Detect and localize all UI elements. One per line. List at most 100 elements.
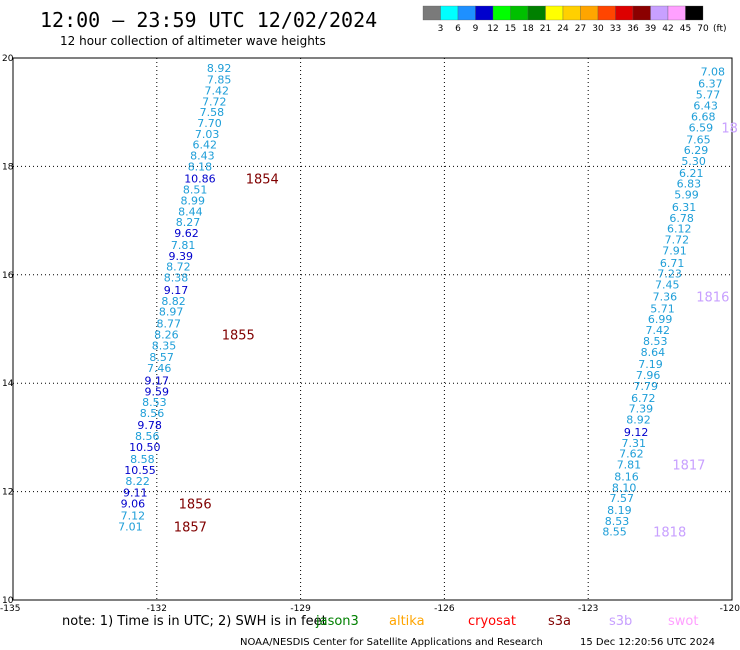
- colorbar-label: 12: [487, 24, 498, 34]
- wave-height-point: 9.06: [121, 498, 146, 511]
- colorbar-swatch: [527, 5, 546, 21]
- track-time-label: 1856: [179, 498, 212, 513]
- chart-title: 12:00 – 23:59 UTC 12/02/2024: [40, 8, 377, 32]
- wave-height-point: 8.57: [149, 351, 174, 364]
- colorbar-legend: 3 6 9 12 15 18 21 24 27 30 33 36 39 42 45 70 (ft): [422, 5, 727, 34]
- colorbar-swatch: [615, 5, 634, 21]
- wave-height-point: 9.59: [145, 385, 170, 398]
- track-time-label: 1818: [653, 526, 686, 541]
- colorbar-label: 21: [540, 24, 551, 34]
- track-time-label: 1817: [672, 459, 705, 474]
- wave-height-point: 9.17: [164, 284, 189, 297]
- wave-height-point: 8.18: [188, 160, 213, 173]
- wave-height-point: 7.70: [197, 117, 222, 130]
- wave-height-point: 9.78: [137, 419, 162, 432]
- wave-height-point: 8.58: [130, 453, 155, 466]
- wave-height-point: 8.99: [181, 195, 206, 208]
- mission-label: s3b: [609, 614, 632, 629]
- wave-height-point: 5.71: [650, 302, 675, 315]
- colorbar-label: 3: [438, 24, 444, 34]
- wave-height-point: 8.53: [142, 396, 167, 409]
- colorbar-swatch: [422, 5, 441, 21]
- y-tick-label: 16: [2, 271, 14, 281]
- wave-height-point: 7.03: [195, 128, 220, 141]
- wave-height-point: 8.92: [626, 414, 651, 427]
- wave-height-point: 7.46: [147, 362, 172, 375]
- colorbar-label: 15: [505, 24, 516, 34]
- wave-height-point: 10.55: [124, 464, 156, 477]
- wave-height-point: 6.99: [648, 313, 673, 326]
- wave-height-point: 6.72: [631, 392, 656, 405]
- track-time-labels: 1854 1855 1856 1857 18 1816 1817 1818: [174, 121, 738, 540]
- colorbar-unit: (ft): [713, 24, 727, 34]
- track-time-label: 1816: [696, 290, 729, 305]
- wave-height-point: 8.10: [612, 481, 637, 494]
- wave-height-point: 7.08: [701, 66, 726, 79]
- y-axis-ticks: 20 18 16 14 12 10: [2, 54, 14, 606]
- wave-height-point: 6.78: [669, 212, 694, 225]
- x-axis-ticks: -135 -132 -129 -126 -123 -120: [0, 604, 740, 614]
- wave-height-point: 10.86: [184, 172, 216, 185]
- wave-height-point: 8.43: [190, 150, 215, 163]
- wave-height-point: 9.11: [123, 487, 148, 500]
- wave-height-point: 7.42: [204, 85, 229, 98]
- track-time-label: 1854: [246, 172, 279, 187]
- x-tick-label: -120: [720, 604, 740, 614]
- colorbar-swatch: [510, 5, 529, 21]
- wave-height-point: 8.82: [161, 295, 186, 308]
- wave-height-point: 7.65: [686, 133, 711, 146]
- wave-height-point: 7.81: [617, 459, 642, 472]
- x-tick-label: -126: [434, 604, 455, 614]
- wave-height-point: 6.42: [192, 139, 217, 152]
- wave-height-point: 7.57: [610, 492, 635, 505]
- wave-height-point: 9.62: [174, 227, 199, 240]
- wave-height-point: 6.37: [698, 77, 723, 90]
- wave-height-point: 8.27: [176, 216, 201, 229]
- mission-label: altika: [389, 614, 425, 629]
- wave-height-point: 8.22: [125, 475, 150, 488]
- wave-height-point: 6.29: [684, 144, 709, 157]
- wave-height-point: 7.85: [207, 74, 232, 87]
- wave-height-point: 7.39: [629, 403, 654, 416]
- track-time-label: 1857: [174, 520, 207, 535]
- colorbar-swatch: [475, 5, 494, 21]
- wave-height-point: 7.42: [645, 324, 670, 337]
- wave-height-point: 8.56: [135, 430, 160, 443]
- track-time-label: 18: [721, 121, 738, 136]
- wave-height-point: 7.91: [662, 244, 687, 257]
- y-tick-label: 10: [2, 596, 14, 606]
- y-tick-label: 14: [2, 379, 14, 389]
- colorbar-label: 42: [662, 24, 673, 34]
- wave-height-point: 8.26: [154, 328, 179, 341]
- wave-height-point: 7.81: [171, 239, 196, 252]
- wave-height-point: 8.53: [605, 515, 630, 528]
- colorbar-swatch: [632, 5, 651, 21]
- y-tick-label: 12: [2, 488, 13, 498]
- footer-timestamp: 15 Dec 12:20:56 UTC 2024: [580, 637, 715, 648]
- colorbar-swatch: [492, 5, 511, 21]
- wave-height-point: 9.39: [169, 250, 194, 263]
- wave-height-point: 8.35: [152, 339, 177, 352]
- wave-height-point: 7.79: [633, 380, 658, 393]
- footer-credit: NOAA/NESDIS Center for Satellite Applica…: [240, 637, 543, 648]
- wave-height-point: 7.72: [665, 234, 690, 247]
- colorbar-label: 33: [610, 24, 621, 34]
- colorbar-label: 45: [680, 24, 691, 34]
- wave-height-point: 8.77: [157, 318, 182, 331]
- colorbar-swatch: [650, 5, 669, 21]
- footer-note: note: 1) Time is in UTC; 2) SWH is in fe…: [62, 614, 327, 629]
- track-time-label: 1855: [222, 328, 255, 343]
- mission-legend: jason3 altika cryosat s3a s3b swot: [315, 614, 698, 629]
- wave-height-point: 7.23: [657, 268, 682, 281]
- wave-height-point: 6.83: [677, 178, 702, 191]
- wave-height-point: 7.62: [619, 448, 644, 461]
- wave-height-point: 8.97: [159, 306, 184, 319]
- colorbar-swatch: [562, 5, 581, 21]
- mission-label: jason3: [315, 614, 359, 629]
- data-points: 8.927.857.427.727.587.707.036.428.438.18…: [118, 62, 725, 539]
- wave-height-point: 7.19: [638, 358, 663, 371]
- wave-height-point: 7.36: [653, 290, 678, 303]
- wave-height-point: 8.56: [140, 407, 165, 420]
- wave-height-point: 8.53: [643, 335, 668, 348]
- wave-height-point: 7.45: [655, 279, 680, 292]
